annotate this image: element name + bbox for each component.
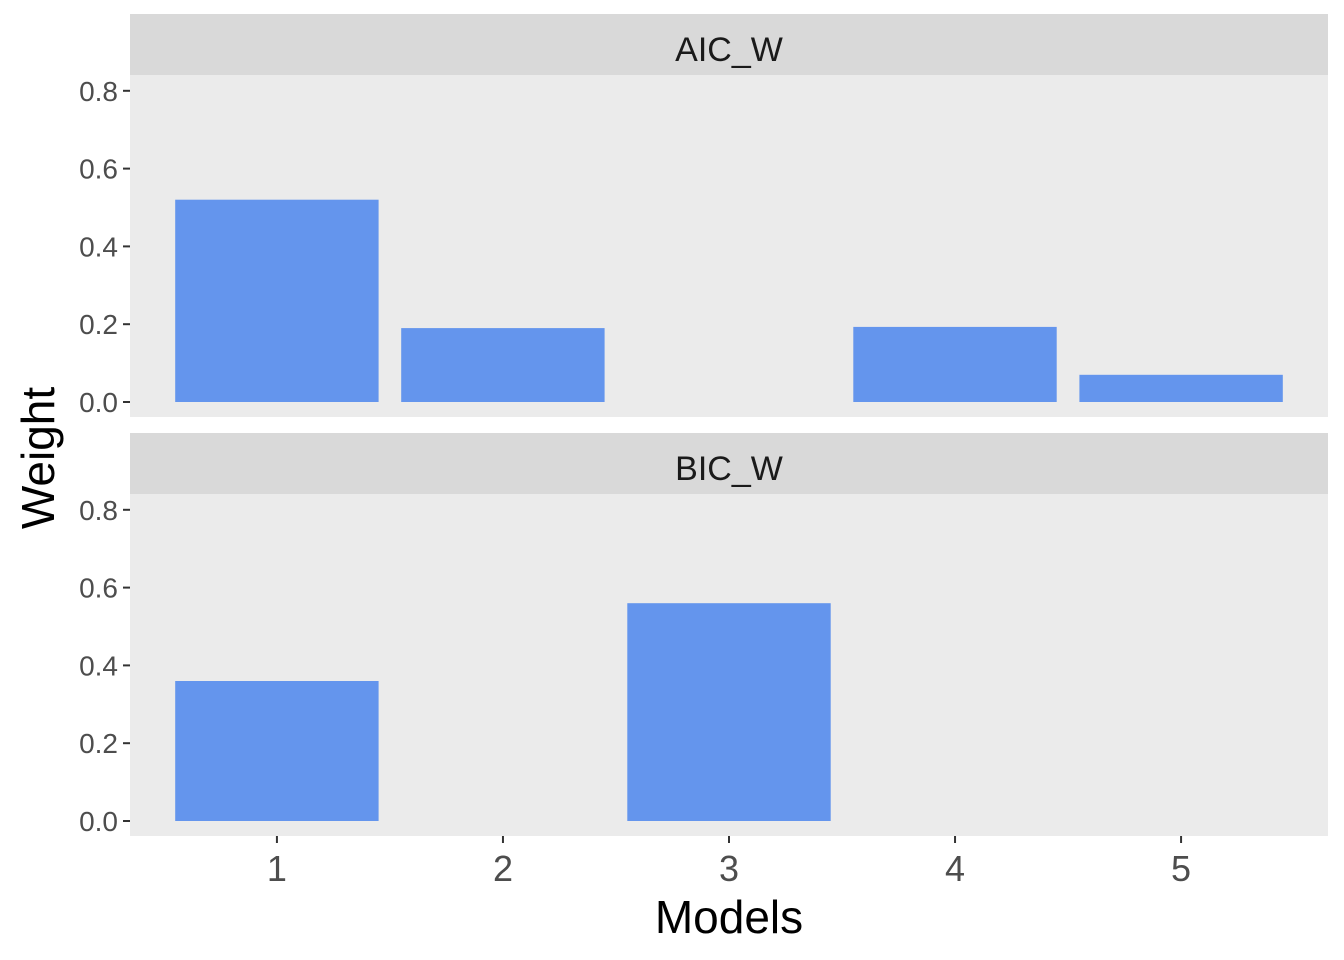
x-axis: 1 2 3 4 5 [267, 836, 1191, 889]
y-tick-label: 0.2 [79, 728, 118, 759]
y-tick-label: 0.8 [79, 495, 118, 526]
strip-label-aic: AIC_W [675, 31, 783, 69]
bar-aic_w-model-1 [175, 199, 379, 402]
y-tick-label: 0.0 [79, 387, 118, 418]
y-axis-bic: 0.0 0.2 0.4 0.6 0.8 [79, 495, 130, 837]
y-tick-label: 0.2 [79, 309, 118, 340]
bar-aic_w-model-2 [401, 328, 605, 402]
y-axis-aic: 0.0 0.2 0.4 0.6 0.8 [79, 76, 130, 418]
strip-label-bic: BIC_W [675, 450, 783, 488]
bars-aic [175, 199, 1283, 402]
bars-bic [175, 603, 831, 821]
x-tick-label: 4 [945, 848, 965, 889]
bar-aic_w-model-5 [1079, 374, 1283, 402]
y-tick-label: 0.0 [79, 806, 118, 837]
x-tick-label: 2 [493, 848, 513, 889]
y-tick-label: 0.4 [79, 650, 118, 681]
bar-bic_w-model-1 [175, 681, 379, 821]
y-axis-title: Weight [12, 387, 64, 530]
y-tick-label: 0.4 [79, 231, 118, 262]
facet-panel-bic: BIC_W 0.0 0.2 0.4 0.6 0.8 [79, 433, 1328, 837]
x-tick-label: 3 [719, 848, 739, 889]
facet-panel-aic: AIC_W 0.0 0.2 0.4 0.6 0.8 [79, 14, 1328, 418]
x-tick-label: 5 [1171, 848, 1191, 889]
y-tick-label: 0.6 [79, 573, 118, 604]
bar-aic_w-model-4 [853, 326, 1057, 402]
strip-background-aic [130, 14, 1328, 75]
y-tick-label: 0.8 [79, 76, 118, 107]
x-tick-label: 1 [267, 848, 287, 889]
strip-background-bic [130, 433, 1328, 494]
bar-bic_w-model-3 [627, 603, 831, 821]
x-axis-title: Models [655, 891, 803, 943]
y-tick-label: 0.6 [79, 154, 118, 185]
